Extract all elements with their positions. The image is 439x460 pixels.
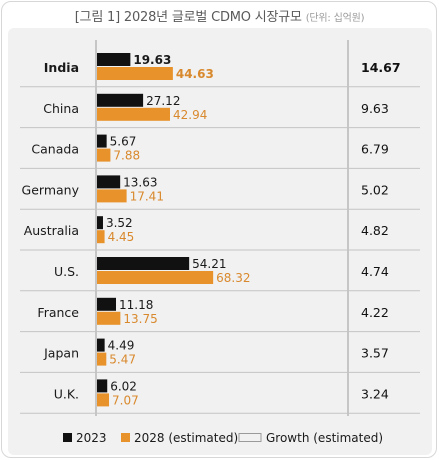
legend-label-growth: Growth (estimated) — [266, 431, 383, 445]
legend-label-2023: 2023 — [76, 431, 107, 445]
legend-swatch-2023 — [63, 433, 72, 442]
bar-2023 — [97, 338, 105, 352]
legend-swatch-growth — [238, 433, 262, 442]
value-label-2028: 44.63 — [176, 67, 214, 81]
bar-2023 — [97, 257, 190, 270]
legend-swatch-2028 — [121, 433, 130, 442]
bar-2028 — [97, 67, 173, 80]
bar-2028 — [97, 107, 170, 121]
growth-value: 4.22 — [361, 305, 389, 320]
category-label: Australia — [24, 223, 79, 238]
value-label-2028: 7.07 — [112, 393, 139, 407]
title-text: [그림 1] 2028년 글로벌 CDMO 시장규모 — [74, 10, 302, 25]
bar-2028 — [97, 311, 121, 325]
value-label-2023: 6.02 — [110, 379, 137, 393]
growth-value: 4.74 — [361, 264, 389, 279]
bar-2028 — [97, 230, 105, 244]
bar-2023 — [97, 175, 121, 189]
growth-value: 3.57 — [361, 346, 389, 361]
category-label: Japan — [43, 346, 79, 361]
growth-value: 3.24 — [361, 386, 389, 401]
category-label: Canada — [31, 142, 79, 157]
value-label-2028: 42.94 — [173, 108, 207, 122]
legend-label-2028: 2028 (estimated) — [134, 431, 238, 445]
category-label: China — [43, 101, 79, 116]
bar-2023 — [97, 297, 117, 311]
category-label: U.K. — [54, 386, 79, 401]
chart-title: [그림 1] 2028년 글로벌 CDMO 시장규모 (단위: 십억원) — [0, 6, 439, 25]
value-label-2028: 7.88 — [113, 149, 140, 163]
value-label-2023: 5.67 — [110, 135, 137, 149]
bar-2023 — [97, 53, 131, 66]
value-label-2023: 3.52 — [106, 216, 133, 230]
category-label: India — [44, 60, 79, 75]
bar-2023 — [97, 379, 108, 393]
value-label-2028: 5.47 — [109, 353, 136, 367]
growth-value: 9.63 — [361, 101, 389, 116]
value-label-2023: 19.63 — [133, 53, 171, 67]
value-label-2028: 4.45 — [108, 230, 135, 244]
value-label-2028: 17.41 — [130, 189, 164, 203]
category-label: Germany — [22, 182, 80, 197]
value-label-2023: 11.18 — [119, 298, 153, 312]
bar-2028 — [97, 148, 111, 162]
bar-2023 — [97, 134, 107, 148]
bar-2028 — [97, 352, 107, 366]
bar-2028 — [97, 271, 214, 284]
value-label-2023: 54.21 — [192, 257, 226, 271]
bar-2028 — [97, 189, 127, 203]
category-label: U.S. — [54, 264, 79, 279]
chart-panel — [8, 28, 432, 455]
value-label-2028: 68.32 — [216, 271, 250, 285]
bar-2023 — [97, 216, 103, 230]
category-label: France — [37, 305, 79, 320]
value-label-2028: 13.75 — [123, 312, 157, 326]
value-label-2023: 13.63 — [123, 175, 157, 189]
growth-value: 14.67 — [361, 60, 401, 75]
bar-2028 — [97, 393, 110, 407]
growth-value: 5.02 — [361, 182, 389, 197]
value-label-2023: 4.49 — [108, 339, 135, 353]
value-label-2023: 27.12 — [146, 94, 180, 108]
growth-value: 6.79 — [361, 142, 389, 157]
growth-value: 4.82 — [361, 223, 389, 238]
bar-2023 — [97, 93, 144, 107]
title-unit: (단위: 십억원) — [305, 13, 365, 24]
